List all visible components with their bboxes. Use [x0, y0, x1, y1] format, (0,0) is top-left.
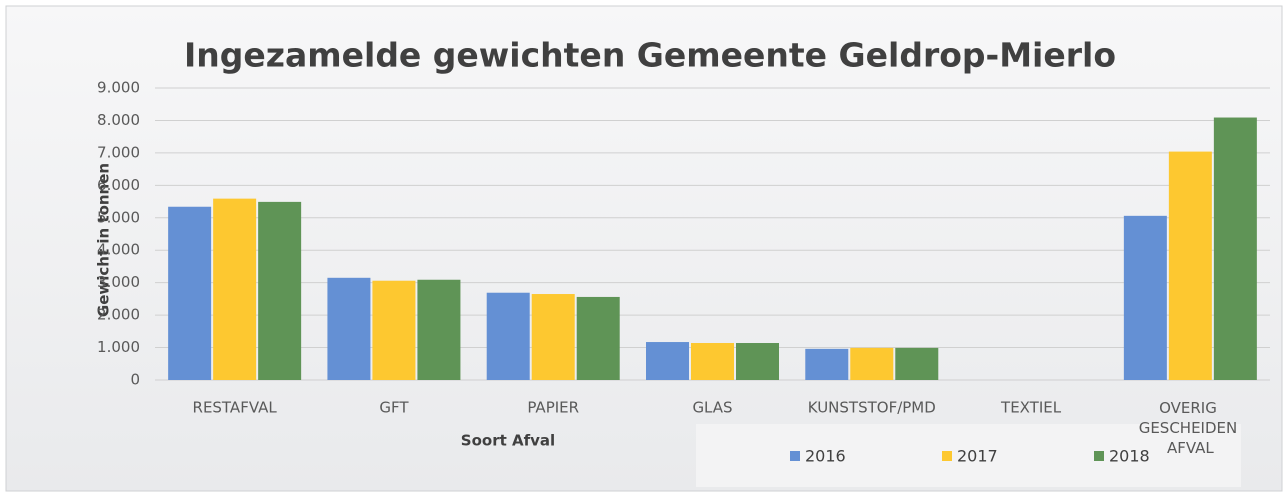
y-tick-label: 0 [130, 371, 140, 389]
bar [417, 279, 461, 380]
y-tick-label: 3.000 [97, 273, 140, 291]
legend-label: 2018 [1109, 447, 1150, 466]
y-tick-label: 6.000 [97, 176, 140, 194]
bar [850, 347, 894, 380]
y-tick-label: 5.000 [97, 208, 140, 226]
legend-box [696, 424, 1241, 487]
y-axis-label: Gewicht in tonnen [95, 163, 113, 317]
legend-swatch [1094, 451, 1104, 461]
y-tick-label: 2.000 [97, 306, 140, 324]
bar [805, 348, 849, 380]
x-tick-label: TEXTIEL [1000, 399, 1062, 417]
x-tick-label: RESTAFVAL [193, 399, 278, 417]
x-axis-label: Soort Afval [461, 432, 555, 450]
bar [327, 277, 371, 380]
legend-label: 2017 [957, 447, 998, 466]
legend-label: 2016 [805, 447, 846, 466]
bar [168, 206, 212, 380]
chart-title: Ingezamelde gewichten Gemeente Geldrop-M… [184, 36, 1116, 75]
x-tick-label: OVERIG GESCHEIDEN AFVAL [1139, 399, 1242, 457]
bar [895, 347, 939, 380]
bar [1213, 117, 1257, 380]
bar [531, 294, 575, 380]
y-tick-label: 4.000 [97, 241, 140, 259]
x-tick-label: PAPIER [527, 399, 579, 417]
legend-swatch [942, 451, 952, 461]
bar [486, 292, 530, 380]
bar [1168, 151, 1212, 380]
bar [213, 198, 257, 380]
y-tick-label: 8.000 [97, 111, 140, 129]
legend-swatch [790, 451, 800, 461]
bar [646, 342, 689, 380]
x-tick-label: GFT [379, 399, 409, 417]
x-tick-label: GLAS [692, 399, 732, 417]
bar [372, 280, 416, 380]
y-tick-label: 1.000 [97, 338, 140, 356]
bar [736, 343, 779, 380]
bar [258, 201, 302, 380]
bar [576, 296, 620, 380]
bar [1123, 215, 1167, 380]
y-tick-label: 9.000 [97, 79, 140, 97]
bar [691, 343, 734, 380]
x-tick-label: KUNSTSTOF/PMD [808, 399, 936, 417]
y-tick-label: 7.000 [97, 143, 140, 161]
